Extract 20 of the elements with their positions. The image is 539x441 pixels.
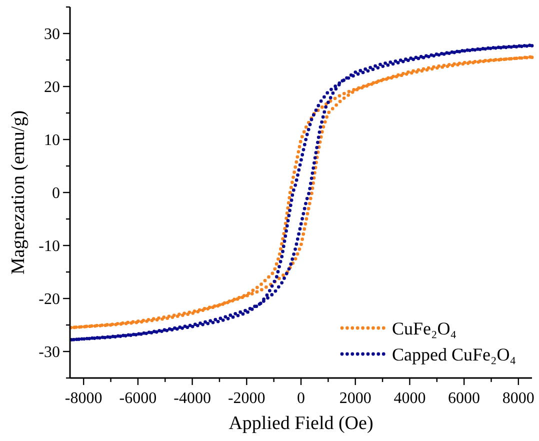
x-axis-title: Applied Field (Oe) [228, 413, 374, 434]
y-tick-label: 30 [44, 26, 60, 44]
x-tick-label: 4000 [394, 390, 426, 407]
x-tick-label: -2000 [228, 390, 266, 407]
x-tick-label: -8000 [64, 390, 102, 407]
y-axis-title: Magnezation (emu/g) [8, 110, 29, 275]
x-tick-label: 8000 [502, 390, 534, 407]
y-tick-label: 20 [44, 79, 60, 96]
legend-label: Capped CuFe₂O₄ [392, 344, 516, 364]
legend-label: CuFe₂O₄ [392, 318, 457, 338]
x-tick-label: -4000 [174, 390, 211, 407]
y-tick-label: -10 [38, 238, 60, 256]
x-tick-label: 6000 [448, 390, 480, 407]
x-tick-label: 0 [297, 390, 305, 407]
y-tick-label: -20 [38, 291, 60, 308]
y-tick-label: -30 [38, 344, 60, 362]
y-tick-label: 10 [44, 132, 60, 150]
x-tick-label: 2000 [339, 390, 372, 407]
x-tick-label: -6000 [119, 390, 157, 407]
y-tick-label: 0 [52, 185, 60, 202]
